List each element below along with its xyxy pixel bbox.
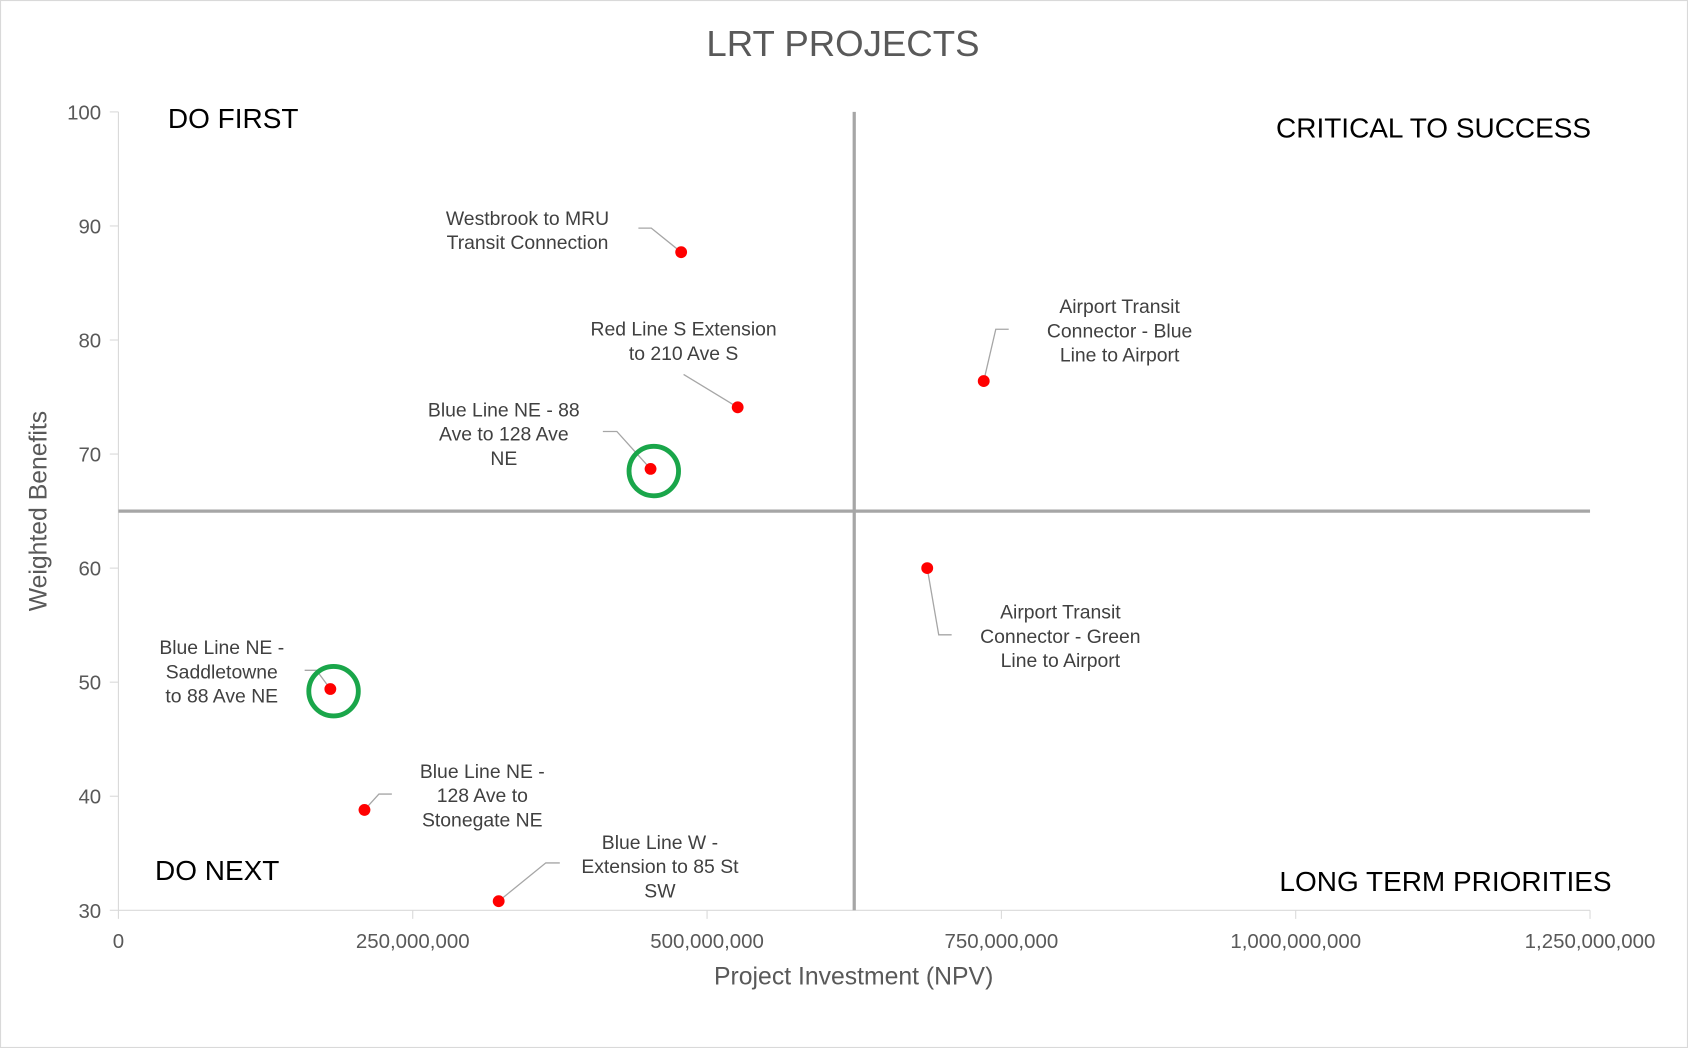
point-label: Airport Transit [1059,296,1180,318]
x-tick-label: 500,000,000 [650,930,764,953]
point [977,375,990,387]
point-label: Stonegate NE [422,809,543,831]
y-axis-title: Weighted Benefits [25,411,52,611]
point [644,462,657,475]
y-tick-label: 70 [78,444,101,467]
point [358,803,371,816]
leader-line [983,328,1009,382]
point-label: Line to Airport [1060,345,1180,367]
point-label: Airport Transit [1000,602,1121,624]
point [921,562,934,575]
x-axis-title: Project Investment (NPV) [714,964,993,991]
quadrant-label: DO NEXT [155,855,279,886]
point-label: Blue Line NE - [159,637,284,659]
y-tick-label: 100 [67,101,101,124]
x-tick-label: 0 [113,930,124,953]
point [492,895,505,908]
leader-line [683,373,739,408]
y-tick-label: 50 [78,672,101,695]
point-label: Transit Connection [447,232,609,254]
leader-line [926,568,952,636]
leader-line [498,862,560,902]
point-label: to 210 Ave S [629,343,739,365]
point-label: Line to Airport [1001,650,1121,672]
y-tick-label: 30 [78,900,101,923]
x-tick-label: 750,000,000 [945,930,1059,953]
point-label: Red Line S Extension [590,319,776,341]
chart-title: LRT PROJECTS [706,23,979,64]
x-tick-label: 1,250,000,000 [1525,930,1656,953]
point-label: Blue Line W - [602,832,718,854]
y-tick-label: 90 [78,215,101,238]
y-tick-label: 60 [78,558,101,581]
leader-line [638,227,682,253]
x-tick-label: 1,000,000,000 [1230,930,1361,953]
leader-line [363,793,392,811]
point-label: Connector - Green [980,626,1140,648]
point-label: 128 Ave to [437,785,528,807]
point [675,246,688,259]
point-label: Ave to 128 Ave [439,424,569,446]
x-tick-label: 250,000,000 [356,930,470,953]
point [324,683,337,695]
point-label: to 88 Ave NE [165,686,278,708]
y-tick-label: 40 [78,786,101,809]
quadrant-label: CRITICAL TO SUCCESS [1276,113,1591,144]
point-label: Extension to 85 St [581,856,739,878]
point [731,401,744,414]
point-label: Blue Line NE - 88 [428,399,580,421]
highlight-ring [626,443,681,499]
leader-line [602,430,652,470]
quadrant-label: LONG TERM PRIORITIES [1279,866,1611,897]
point-label: SW [644,880,676,902]
point-label: NE [490,448,517,470]
point-label: Saddletowne [166,661,278,683]
y-tick-label: 80 [78,330,101,353]
quadrant-label: DO FIRST [168,103,299,134]
highlight-ring [306,663,361,719]
point-label: Connector - Blue [1047,320,1192,342]
point-label: Blue Line NE - [420,761,545,783]
point-label: Westbrook to MRU [446,208,609,230]
